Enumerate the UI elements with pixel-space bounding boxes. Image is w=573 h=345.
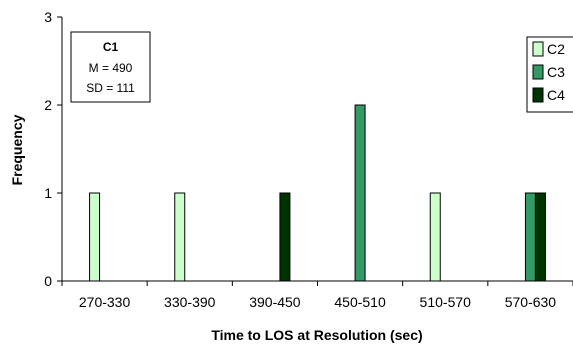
x-tick-label: 330-390 — [164, 294, 216, 310]
bar-c3-450-510 — [354, 104, 366, 282]
legend-items: C2 C3 C4 — [532, 41, 565, 103]
legend-label-c3: C3 — [547, 64, 565, 80]
bar-c3-570-630 — [524, 192, 536, 282]
bar-c4-390-450 — [279, 192, 291, 282]
bar-c2-510-570 — [429, 192, 441, 282]
x-tick-label: 390-450 — [249, 294, 301, 310]
x-tick-label: 510-570 — [420, 294, 472, 310]
y-tick-label: 2 — [44, 97, 52, 113]
legend-swatch-c2 — [532, 41, 544, 57]
stats-box-sd: SD = 111 — [86, 81, 135, 95]
x-tick-label: 450-510 — [334, 294, 386, 310]
legend-label-c2: C2 — [547, 41, 565, 57]
legend-label-c4: C4 — [547, 87, 565, 103]
legend-swatch-c4 — [532, 87, 544, 103]
x-tick-label: 270-330 — [79, 294, 131, 310]
x-axis-title: Time to LOS at Resolution (sec) — [211, 327, 422, 343]
bars-group — [89, 104, 546, 282]
stats-box-mean: M = 490 — [89, 61, 133, 75]
y-axis-title: Frequency — [9, 114, 25, 185]
bar-c4-570-630 — [534, 192, 546, 282]
legend-swatch-c3 — [532, 64, 544, 80]
y-tick-label: 3 — [44, 9, 52, 25]
x-tick-labels: 270-330 330-390 390-450 450-510 510-570 570-6… — [61, 281, 573, 310]
legend: C2 C3 C4 — [526, 36, 573, 113]
bar-c2-270-330 — [89, 192, 101, 282]
x-tick-label: 570-630 — [505, 294, 557, 310]
y-tick-labels: 0 1 2 3 — [44, 9, 62, 289]
stats-box: C1 M = 490 SD = 111 — [70, 31, 151, 103]
bar-c2-330-390 — [174, 192, 186, 282]
stats-box-title: C1 — [103, 40, 119, 54]
stats-box-frame — [70, 31, 151, 103]
y-tick-label: 1 — [44, 185, 52, 201]
y-tick-label: 0 — [44, 273, 52, 289]
